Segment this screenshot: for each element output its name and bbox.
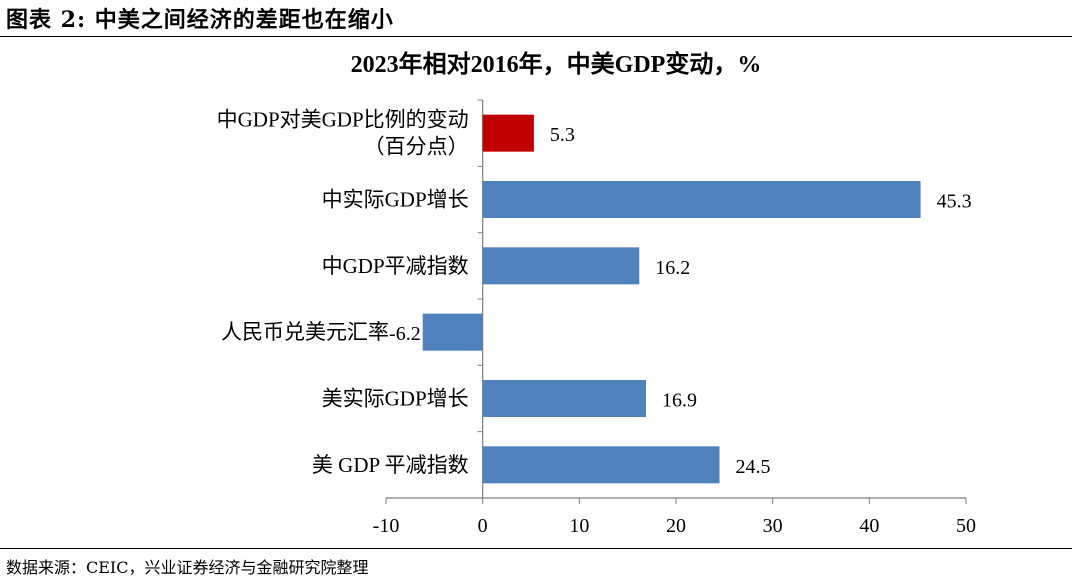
source-note: 数据来源：CEIC，兴业证券经济与金融研究院整理 — [6, 558, 369, 577]
x-tick-label: 40 — [859, 515, 879, 537]
category-label: 中实际GDP增长 — [322, 188, 469, 212]
chart-labels: -10 0 10 20 30 40 50 中GDP对美GDP比例的变动 （百分点） 5.3 中实际G… — [217, 108, 976, 537]
bar — [482, 181, 921, 218]
x-tick-label: 30 — [763, 515, 783, 537]
figure-title: 图表 2: 中美之间经济的差距也在缩小 — [6, 2, 394, 34]
category-label: （百分点） — [364, 135, 469, 159]
x-tick-label: -10 — [373, 515, 400, 537]
bar-chart: 2023年相对2016年，中美GDP变动，% -10 0 10 20 30 40 50 中GD… — [217, 50, 976, 537]
x-tick-label: 20 — [666, 515, 686, 537]
bar — [482, 446, 720, 484]
bottom-rule — [0, 548, 1072, 549]
data-label: 5.3 — [550, 124, 575, 146]
top-rule — [0, 36, 1072, 37]
bar — [482, 247, 640, 285]
data-label: -6.2 — [389, 323, 421, 345]
figure-label: 图表 2: — [6, 7, 87, 33]
x-tick-label: 0 — [478, 515, 488, 537]
data-label: 24.5 — [736, 456, 771, 478]
category-label: 美 GDP 平减指数 — [312, 453, 469, 477]
x-tick-label: 50 — [956, 515, 976, 537]
bar — [482, 114, 534, 152]
figure-caption: 中美之间经济的差距也在缩小 — [94, 7, 394, 33]
data-label: 16.2 — [655, 257, 690, 279]
category-label: 中GDP对美GDP比例的变动 — [217, 108, 469, 132]
category-label: 美实际GDP增长 — [322, 387, 469, 411]
bar — [482, 380, 647, 417]
x-tick-label: 10 — [569, 515, 589, 537]
category-label: 人民币兑美元汇率 — [221, 320, 389, 344]
data-label: 16.9 — [662, 390, 697, 412]
data-label: 45.3 — [937, 191, 972, 213]
bar — [422, 313, 483, 351]
chart-axes — [385, 99, 967, 504]
chart-title: 2023年相对2016年，中美GDP变动，% — [351, 50, 762, 78]
category-label: 中GDP平减指数 — [322, 254, 469, 278]
chart-bars — [422, 114, 921, 484]
